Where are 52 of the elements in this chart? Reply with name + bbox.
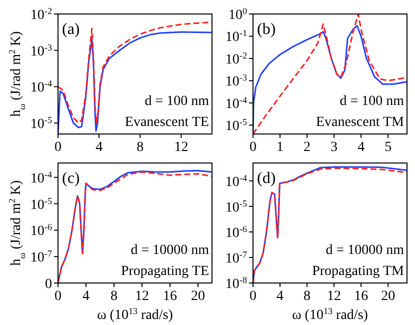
x-axis-title: ω (10$^{13}$ rad/s) bbox=[292, 306, 368, 323]
annotation: (c) bbox=[62, 170, 80, 187]
y-tick-label: 10$^{-7}$ bbox=[225, 249, 248, 266]
annotation: Evanescent TE bbox=[124, 115, 209, 130]
x-tick-label: 12 bbox=[174, 140, 188, 155]
y-tick-label: 10$^{-7}$ bbox=[30, 248, 52, 266]
x-tick-label: 4 bbox=[96, 140, 103, 155]
x-tick-label: 8 bbox=[304, 289, 311, 304]
annotation: (a) bbox=[62, 21, 80, 38]
x-tick-label: 20 bbox=[191, 289, 205, 304]
y-tick-label: 10$^{-4}$ bbox=[225, 94, 248, 112]
annotation: Propagating TE bbox=[120, 264, 209, 279]
y-tick-label: 10$^{-5}$ bbox=[30, 196, 52, 213]
annotation: d = 10000 nm bbox=[130, 243, 210, 258]
y-tick-label: 10$^{-6}$ bbox=[225, 224, 248, 241]
x-tick-label: 4 bbox=[276, 289, 284, 304]
x-tick-label: 20 bbox=[381, 289, 396, 304]
x-tick-label: 8 bbox=[136, 140, 144, 155]
annotation: (b) bbox=[257, 21, 276, 38]
annotation: d = 10000 nm bbox=[326, 243, 404, 258]
y-tick-label: 10$^{-1}$ bbox=[225, 28, 247, 46]
annotation: d = 100 nm bbox=[144, 94, 210, 109]
x-tick-label: 12 bbox=[135, 289, 149, 304]
x-tick-label: 1 bbox=[276, 140, 284, 155]
y-tick-label: 10$^{-5}$ bbox=[225, 117, 248, 134]
y-tick-label: 10$^{-5}$ bbox=[30, 115, 52, 132]
x-tick-label: 8 bbox=[110, 289, 118, 304]
y-tick-label: 10$^{-2}$ bbox=[225, 50, 248, 68]
x-tick-label: 16 bbox=[163, 289, 177, 304]
x-tick-label: 2 bbox=[304, 140, 311, 155]
y-tick-label: 10$^{-4}$ bbox=[225, 172, 248, 190]
x-tick-label: 5 bbox=[384, 140, 392, 155]
y-tick-label: 10$^{-5}$ bbox=[225, 198, 248, 216]
y-tick-label: 10$^{0}$ bbox=[228, 6, 248, 23]
y-tick-label: 10$^{-6}$ bbox=[30, 222, 52, 240]
x-tick-label: 4 bbox=[358, 140, 365, 155]
annotation: Evanescent TM bbox=[316, 115, 405, 130]
annotation: Propagating TM bbox=[312, 264, 405, 279]
x-tick-label: 16 bbox=[354, 289, 368, 304]
annotation: (d) bbox=[257, 170, 276, 187]
y-tick-label: 10$^{-3}$ bbox=[225, 72, 248, 90]
y-tick-label: 10$^{-2}$ bbox=[30, 6, 52, 23]
annotation: d = 100 nm bbox=[340, 94, 404, 109]
x-axis-title: ω (10$^{13}$ rad/s) bbox=[97, 306, 174, 323]
y-tick-label: 0 bbox=[45, 277, 52, 292]
x-tick-label: 12 bbox=[327, 289, 342, 304]
y-tick-label: 10$^{-3}$ bbox=[30, 42, 52, 60]
y-tick-label: 10$^{-8}$ bbox=[225, 275, 248, 292]
x-tick-label: 3 bbox=[330, 140, 338, 155]
x-tick-label: 4 bbox=[82, 289, 90, 304]
y-tick-label: 10$^{-4}$ bbox=[30, 169, 52, 186]
y-tick-label: 10$^{-4}$ bbox=[30, 78, 52, 96]
